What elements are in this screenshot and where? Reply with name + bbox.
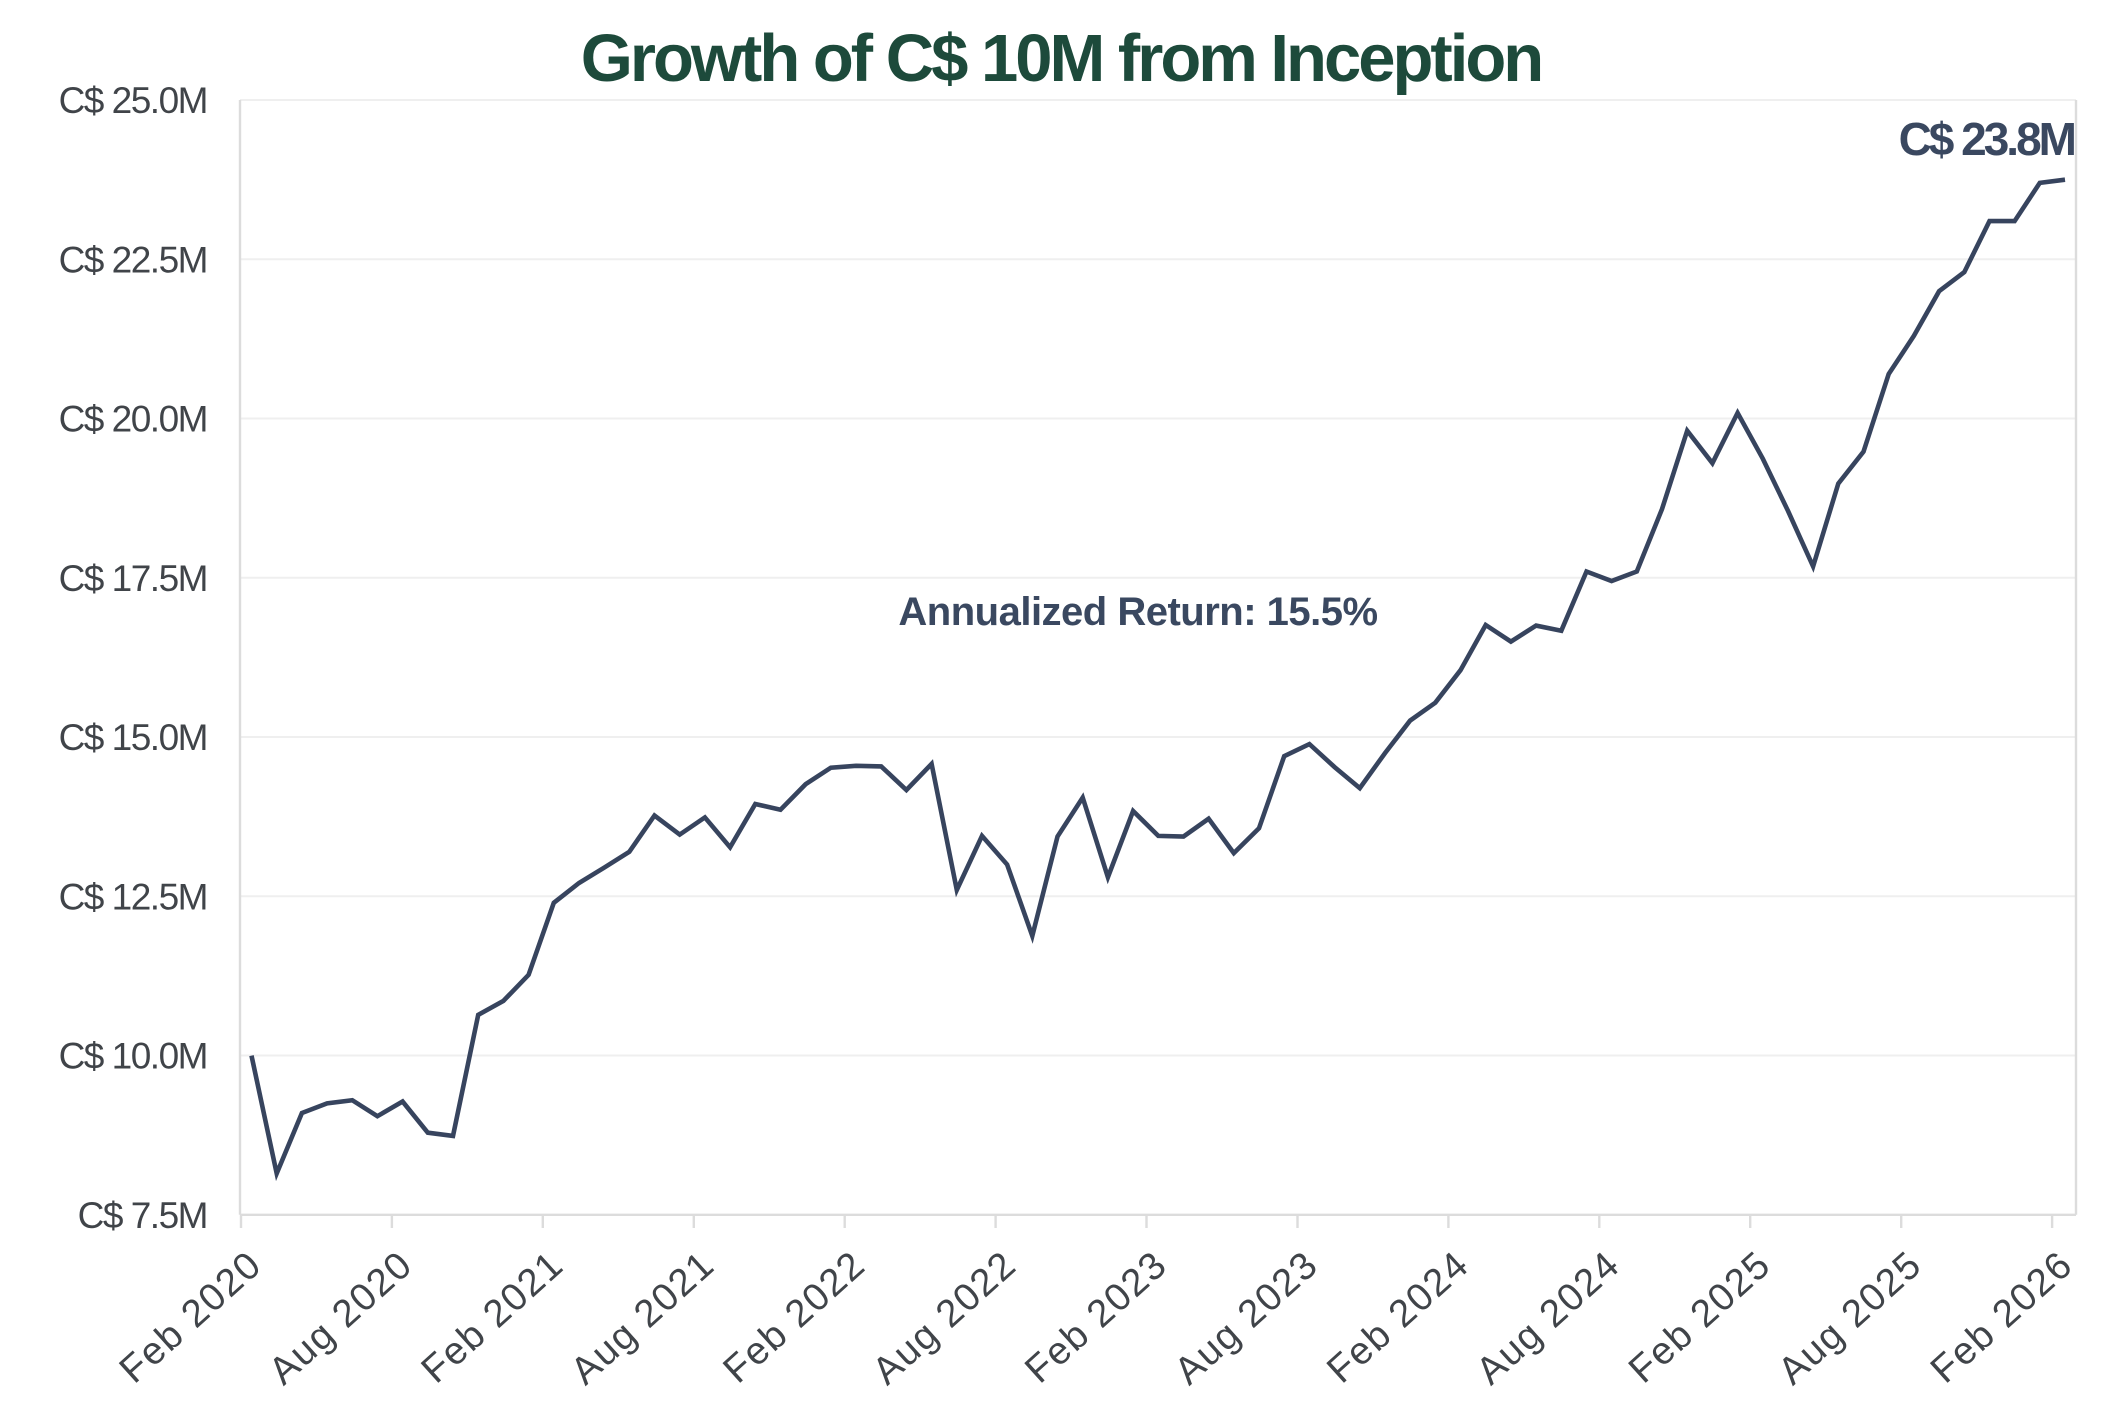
svg-text:C$ 12.5M: C$ 12.5M <box>59 876 207 917</box>
svg-text:Growth of C$ 10M from Inceptio: Growth of C$ 10M from Inception <box>581 21 1541 96</box>
svg-text:Annualized Return: 15.5%: Annualized Return: 15.5% <box>898 590 1377 634</box>
svg-text:C$ 23.8M: C$ 23.8M <box>1899 113 2075 165</box>
svg-text:C$ 15.0M: C$ 15.0M <box>59 717 207 758</box>
svg-text:C$ 10.0M: C$ 10.0M <box>59 1036 207 1077</box>
svg-text:C$ 20.0M: C$ 20.0M <box>59 399 207 440</box>
svg-text:C$ 25.0M: C$ 25.0M <box>59 80 207 121</box>
svg-text:C$ 7.5M: C$ 7.5M <box>78 1195 207 1236</box>
svg-text:C$ 22.5M: C$ 22.5M <box>59 239 207 280</box>
svg-text:C$ 17.5M: C$ 17.5M <box>59 558 207 599</box>
